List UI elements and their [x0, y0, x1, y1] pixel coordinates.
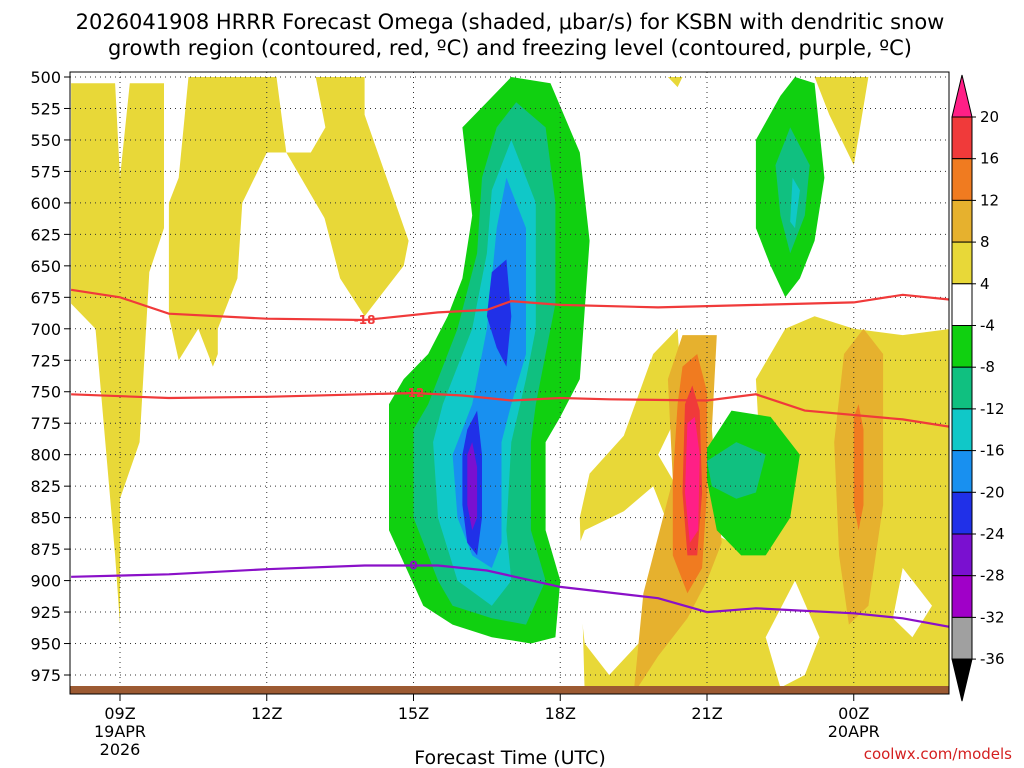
colorbar-swatch-1 — [951, 116, 973, 160]
omega-shading-layer — [71, 77, 949, 694]
omega-region-orange-12-b — [853, 404, 864, 531]
y-tick-label-550: 550 — [30, 131, 61, 150]
credit-text[interactable]: coolwx.com/models — [864, 745, 1012, 763]
omega-region-pink-20 — [685, 416, 700, 543]
y-tick-label-525: 525 — [30, 99, 61, 118]
colorbar-swatch-9 — [951, 450, 973, 493]
colorbar-label--16: -16 — [980, 442, 1005, 460]
ground-surface-band — [70, 686, 949, 694]
colorbar-swatch-5 — [951, 283, 973, 326]
y-tick-label-975: 975 — [30, 666, 61, 685]
omega-region-yellow-ascent-5 — [804, 77, 869, 166]
chart-title-line-2: growth region (contoured, red, ºC) and f… — [108, 36, 912, 60]
omega-region-yellow-ascent-3 — [310, 77, 409, 317]
y-tick-label-700: 700 — [30, 320, 61, 339]
colorbar-swatch-3 — [951, 199, 973, 243]
y-tick-label-900: 900 — [30, 572, 61, 591]
y-tick-label-575: 575 — [30, 162, 61, 181]
contour-label-freezing-level-0: 0 — [409, 558, 417, 572]
colorbar-arrow-top — [951, 74, 973, 118]
colorbar-label--32: -32 — [980, 608, 1005, 626]
colorbar-swatch-8 — [951, 408, 973, 452]
y-tick-label-600: 600 — [30, 194, 61, 213]
x-tick-label-00Z: 00Z — [838, 704, 869, 723]
omega-region-yellow-ascent-1 — [71, 83, 164, 625]
colorbar-label-20: 20 — [980, 108, 999, 126]
colorbar: 20 16 12 8 4 -4 -8 -12 -16 -20 -24 -28 -32 -36 — [951, 74, 1005, 702]
y-tick-label-800: 800 — [30, 446, 61, 465]
colorbar-label--20: -20 — [980, 483, 1005, 501]
omega-region-purple-24 — [467, 442, 478, 531]
plot-area: -18 -12 0 — [69, 71, 950, 695]
x-tick-label-12Z: 12Z — [251, 704, 282, 723]
colorbar-label-8: 8 — [980, 233, 990, 251]
omega-region-white-gap-far-right — [892, 568, 932, 638]
colorbar-label-16: 16 — [980, 150, 999, 168]
y-tick-label-950: 950 — [30, 635, 61, 654]
contour-line-dgz-minus18 — [70, 288, 949, 322]
y-tick-label-925: 925 — [30, 603, 61, 622]
colorbar-label--4: -4 — [980, 317, 995, 335]
x-tick-date-09Z: 19APR — [94, 722, 146, 741]
colorbar-label--12: -12 — [980, 400, 1005, 418]
omega-region-yellow-ascent-6 — [667, 77, 683, 88]
colorbar-swatch-11 — [951, 533, 973, 577]
x-tick-label-15Z: 15Z — [398, 704, 429, 723]
x-axis-label: Forecast Time (UTC) — [414, 747, 605, 768]
colorbar-label--36: -36 — [980, 650, 1005, 668]
x-tick-label-09Z: 09Z — [104, 704, 135, 723]
contour-line-freezing-level-0 — [71, 564, 949, 628]
y-tick-label-750: 750 — [30, 383, 61, 402]
y-tick-label-825: 825 — [30, 477, 61, 496]
x-tick-date-00Z: 20APR — [828, 722, 880, 741]
y-tick-label-625: 625 — [30, 225, 61, 244]
colorbar-swatch-12 — [951, 575, 973, 618]
y-tick-label-775: 775 — [30, 414, 61, 433]
contour-label-dgz-minus18: -18 — [354, 313, 376, 327]
x-tick-year-09Z: 2026 — [100, 740, 141, 759]
colorbar-swatch-7 — [951, 366, 973, 410]
colorbar-label-12: 12 — [980, 191, 999, 209]
x-tick-label-18Z: 18Z — [545, 704, 576, 723]
contour-layer: -18 -12 0 — [70, 288, 949, 628]
y-tick-label-725: 725 — [30, 351, 61, 370]
omega-region-white-gap-right — [765, 580, 820, 688]
colorbar-label--24: -24 — [980, 525, 1005, 543]
y-tick-label-675: 675 — [30, 288, 61, 307]
omega-region-blue-20 — [486, 259, 512, 367]
colorbar-label--28: -28 — [980, 567, 1005, 585]
colorbar-arrow-bottom — [951, 658, 973, 702]
colorbar-swatch-4 — [951, 241, 973, 285]
colorbar-swatch-6 — [951, 325, 973, 368]
colorbar-label--8: -8 — [980, 358, 995, 376]
colorbar-label-4: 4 — [980, 275, 990, 293]
omega-region-yellow-ascent-2 — [168, 77, 365, 367]
contour-label-dgz-minus12: -12 — [403, 386, 425, 400]
colorbar-swatch-10 — [951, 491, 973, 535]
colorbar-swatch-13 — [951, 616, 973, 660]
y-tick-label-650: 650 — [30, 257, 61, 276]
y-tick-label-850: 850 — [30, 509, 61, 528]
y-tick-label-500: 500 — [30, 68, 61, 87]
grid-layer — [70, 72, 949, 694]
omega-region-teal-8-c — [707, 442, 766, 499]
colorbar-swatch-2 — [951, 158, 973, 201]
y-tick-label-875: 875 — [30, 540, 61, 559]
x-tick-label-21Z: 21Z — [691, 704, 722, 723]
y-axis: 500 525 550 575 600 625 650 675 700 725 750 775 800 8… — [30, 68, 70, 685]
plot-frame — [69, 71, 950, 695]
chart-title-line-1: 2026041908 HRRR Forecast Omega (shaded, … — [76, 10, 945, 34]
contour-line-dgz-minus12 — [71, 391, 949, 428]
